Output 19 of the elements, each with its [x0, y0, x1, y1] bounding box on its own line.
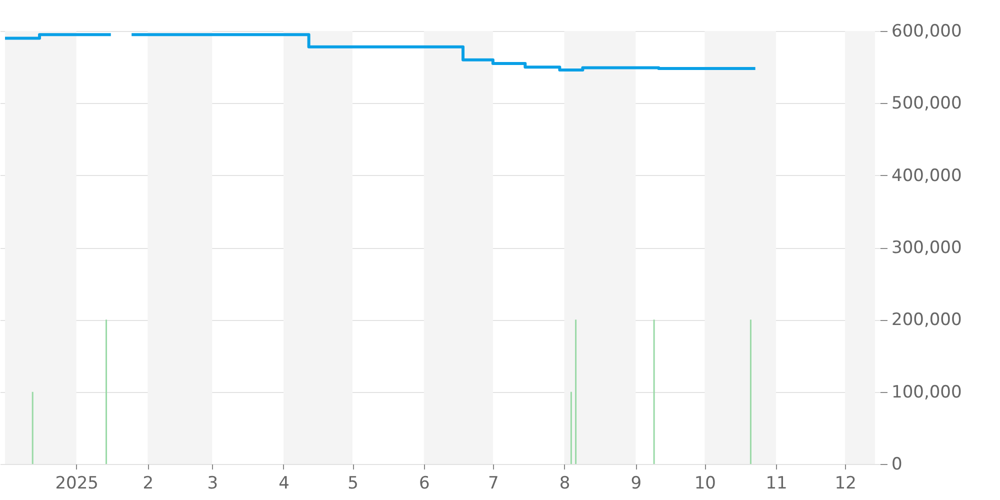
x-tick-label: 5 [348, 474, 358, 494]
x-tick-label: 7 [488, 474, 499, 494]
x-tick-label: 3 [207, 474, 218, 494]
x-tick-label: 8 [559, 474, 570, 494]
y-tick-label: 100,000 [892, 382, 962, 402]
x-tick-label: 10 [694, 474, 716, 494]
y-tick-label: 600,000 [892, 22, 962, 42]
x-tick-label: 12 [834, 474, 856, 494]
y-tick-label: 300,000 [892, 238, 962, 258]
y-tick-label: 400,000 [892, 166, 962, 186]
x-tick-label: 9 [630, 474, 642, 494]
x-tick-label: 6 [418, 474, 430, 494]
y-tick-label: 200,000 [892, 310, 962, 330]
x-tick-label: 11 [766, 474, 788, 494]
y-tick-label: 0 [892, 454, 902, 474]
x-tick-label: 2025 [55, 474, 98, 494]
x-tick-label: 4 [278, 474, 290, 494]
y-tick-label: 500,000 [892, 94, 962, 114]
x-tick-label: 2 [142, 474, 154, 494]
